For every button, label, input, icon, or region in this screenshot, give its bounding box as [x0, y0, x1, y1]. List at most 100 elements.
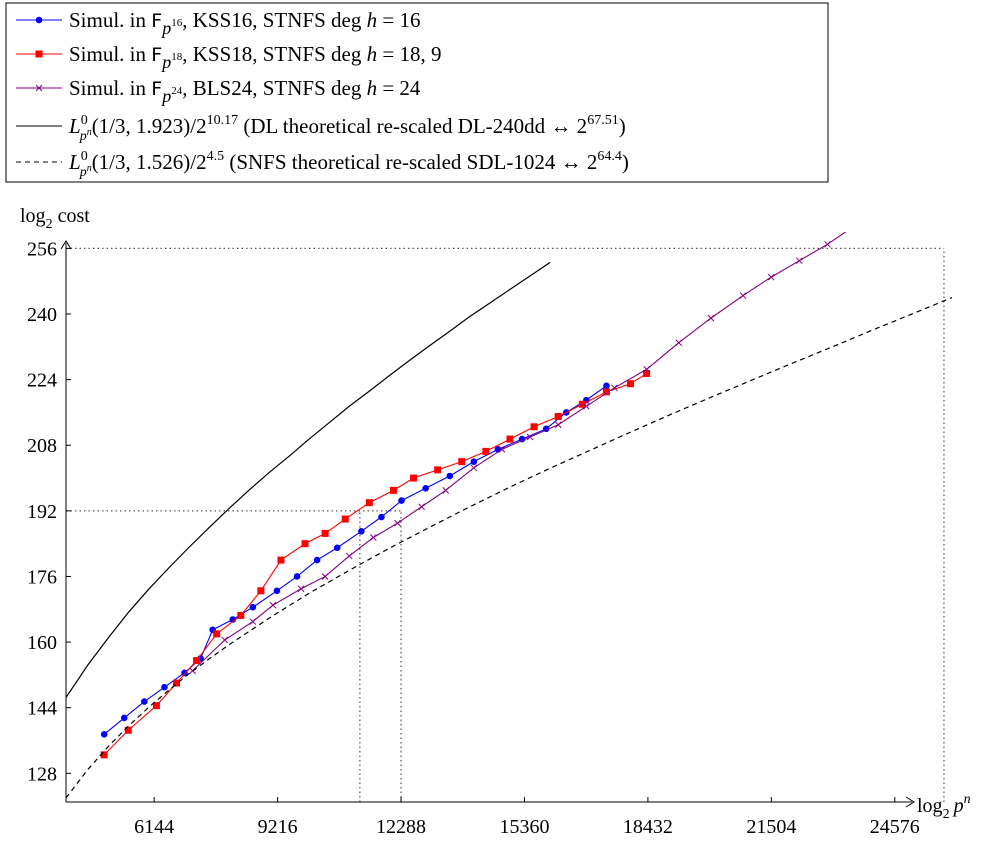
- y-tick-label: 160: [27, 632, 57, 654]
- data-point-2-6: [345, 552, 353, 560]
- data-point-1-8: [277, 556, 285, 564]
- data-point-0-7: [229, 616, 237, 623]
- data-point-2-17: [643, 366, 650, 373]
- data-point-2-11: [470, 464, 478, 472]
- axes: [60, 240, 915, 808]
- data-point-1-19: [530, 423, 538, 431]
- y-axis-arrow: [60, 240, 72, 250]
- y-tick-label: 224: [27, 370, 57, 392]
- data-point-1-14: [410, 474, 418, 482]
- data-point-0-17: [446, 472, 454, 480]
- data-point-2-0: [189, 667, 196, 675]
- x-axis-arrow: [905, 796, 915, 808]
- x-tick-label: 21504: [746, 816, 796, 838]
- data-point-1-20: [554, 413, 562, 421]
- data-point-2-8: [394, 519, 401, 527]
- y-tick-label: 176: [27, 566, 57, 588]
- data-point-0-4: [181, 669, 188, 677]
- data-point-0-13: [358, 528, 365, 535]
- data-point-2-23: [824, 240, 831, 248]
- data-point-0-3: [161, 683, 168, 691]
- data-point-2-22: [795, 257, 803, 265]
- y-tick-label: 192: [27, 501, 57, 523]
- data-point-0-18: [470, 458, 478, 465]
- data-point-1-2: [152, 702, 160, 710]
- data-point-1-17: [482, 447, 490, 455]
- y-tick-label: 128: [27, 763, 57, 785]
- data-point-0-0: [100, 731, 108, 738]
- data-point-1-24: [643, 369, 651, 377]
- data-point-1-5: [213, 630, 221, 638]
- legend-entry-kss18: Simul. in Fp18, KSS18, STNFS deg h = 18,…: [69, 42, 441, 72]
- y-tick-label: 256: [27, 238, 57, 260]
- x-tick-label: 18432: [623, 816, 673, 838]
- legend-marker-1: [35, 50, 43, 58]
- x-axis-label: log2 pn: [917, 792, 971, 822]
- data-point-0-8: [249, 603, 257, 611]
- data-point-1-3: [172, 679, 180, 687]
- data-point-2-12: [498, 445, 506, 453]
- data-point-2-20: [739, 292, 747, 299]
- x-tick-label: 9216: [258, 816, 298, 838]
- data-point-1-23: [627, 380, 635, 388]
- series-1: [100, 369, 651, 759]
- data-point-2-4: [297, 585, 305, 593]
- data-point-1-21: [578, 400, 586, 408]
- data-point-0-14: [378, 513, 385, 521]
- data-point-1-18: [506, 435, 514, 443]
- legend-entry-kss16: Simul. in Fp16, KSS16, STNFS deg h = 16: [69, 8, 420, 38]
- data-point-0-24: [603, 382, 610, 390]
- data-point-1-1: [124, 726, 132, 734]
- data-point-0-2: [141, 698, 148, 705]
- legend-entry-snfs-theoretical: L0 pn(1/3, 1.526)/24.5 (SNFS theoretical …: [68, 149, 629, 180]
- legend-swatch-0: [16, 16, 62, 24]
- legend-box: [5, 2, 829, 183]
- data-point-1-10: [321, 529, 329, 537]
- series-4: [66, 297, 952, 799]
- legend-marker-2: [35, 84, 43, 92]
- data-point-0-10: [293, 573, 301, 580]
- data-point-2-7: [370, 534, 377, 541]
- x-tick-label: 6144: [134, 816, 174, 838]
- data-point-2-3: [269, 601, 277, 609]
- x-tick-label: 24576: [870, 816, 920, 838]
- data-point-1-0: [100, 751, 108, 759]
- x-tick-label: 15360: [499, 816, 549, 838]
- data-point-2-21: [767, 273, 775, 281]
- data-point-2-16: [611, 384, 618, 392]
- data-point-0-16: [422, 484, 429, 492]
- series-line-4: [66, 297, 952, 799]
- legend-entry-bls24: Simul. in Fp24, BLS24, STNFS deg h = 24: [69, 76, 421, 106]
- ticks: 6144 9216 12288 15360 18432 21504 24576 128 144 1…: [27, 238, 920, 838]
- reference-lines: [66, 247, 945, 802]
- y-axis-label: log2 cost: [20, 205, 90, 232]
- data-point-2-2: [249, 618, 257, 625]
- legend-swatch-1: [16, 50, 62, 58]
- data-point-1-12: [365, 499, 373, 507]
- data-point-1-11: [341, 515, 349, 523]
- data-point-0-15: [398, 497, 405, 504]
- series-layer: [66, 225, 952, 799]
- data-point-2-24: [849, 225, 855, 231]
- data-point-1-9: [301, 540, 309, 548]
- legend: Simul. in Fp16, KSS16, STNFS deg h = 16 …: [5, 2, 829, 183]
- x-tick-label: 12288: [376, 816, 426, 838]
- data-point-1-4: [193, 657, 201, 665]
- y-tick-label: 240: [27, 304, 57, 326]
- y-tick-label: 208: [27, 435, 57, 457]
- data-point-2-14: [554, 421, 562, 429]
- series-0: [100, 382, 610, 738]
- series-line-1: [103, 373, 647, 756]
- data-point-2-18: [675, 339, 683, 347]
- data-point-1-22: [602, 388, 610, 396]
- data-point-1-13: [389, 486, 397, 494]
- data-point-0-1: [120, 714, 128, 722]
- data-point-2-13: [526, 433, 534, 441]
- data-point-1-16: [458, 458, 466, 466]
- series-3: [66, 261, 551, 698]
- series-2: [189, 225, 855, 675]
- data-point-0-12: [333, 544, 341, 552]
- data-point-2-1: [221, 636, 229, 644]
- data-point-1-15: [434, 466, 442, 474]
